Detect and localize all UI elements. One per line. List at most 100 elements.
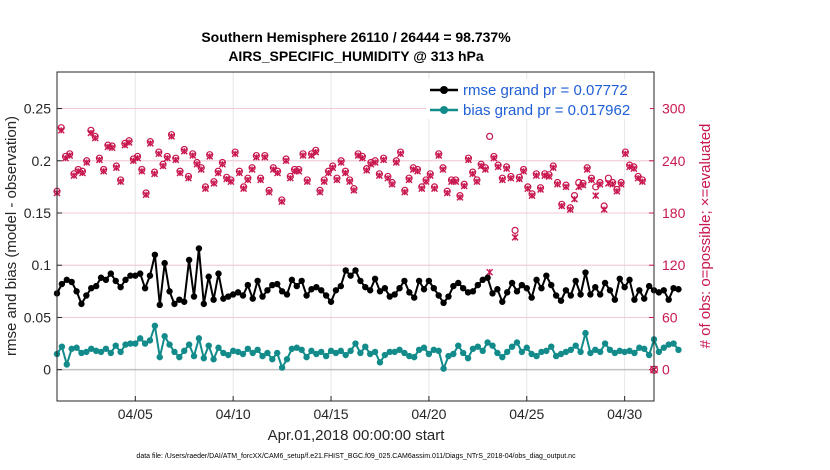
bias-point — [127, 340, 134, 347]
bias-point — [68, 345, 75, 352]
obs-evaluated-marker — [138, 167, 146, 175]
rmse-point — [636, 287, 643, 294]
bias-point — [274, 349, 281, 357]
right-y-tick-label: 180 — [662, 205, 686, 221]
x-axis-label: Apr.01,2018 00:00:00 start — [268, 427, 446, 444]
bias-point — [508, 343, 516, 350]
rmse-point — [376, 288, 384, 295]
rmse-point — [181, 298, 188, 305]
obs-evaluated-marker — [121, 141, 129, 149]
bias-point — [107, 349, 115, 357]
obs-evaluated-marker — [558, 202, 566, 210]
rmse-point — [141, 285, 149, 292]
bias-point — [572, 342, 579, 349]
rmse-point — [176, 296, 183, 303]
rmse-point — [401, 277, 408, 285]
bias-point — [675, 346, 682, 354]
bias-point — [636, 344, 643, 351]
rmse-point — [494, 286, 501, 293]
obs-evaluated-marker — [78, 169, 86, 177]
rmse-point — [283, 291, 291, 298]
obs-evaluated-marker — [125, 139, 133, 146]
bias-point — [577, 348, 584, 356]
bias-point — [215, 344, 222, 351]
bias-point — [415, 346, 423, 354]
bias-point — [401, 349, 408, 357]
rmse-point — [264, 287, 271, 294]
obs-evaluated-marker — [159, 162, 167, 170]
rmse-point — [156, 301, 163, 309]
rmse-point — [626, 276, 633, 284]
obs-evaluated-marker — [498, 176, 506, 184]
bias-point — [342, 351, 349, 359]
obs-evaluated-marker — [320, 178, 328, 186]
bias-point — [318, 348, 325, 356]
rmse-point — [313, 283, 320, 291]
obs-evaluated-marker — [61, 154, 69, 162]
bias-point — [616, 347, 623, 355]
obs-evaluated-marker — [112, 164, 120, 172]
obs-evaluated-marker — [146, 139, 154, 147]
obs-evaluated-marker — [129, 157, 137, 165]
rmse-point — [415, 277, 423, 285]
bias-point — [362, 343, 369, 350]
bias-point — [523, 344, 530, 351]
rmse-point — [508, 279, 516, 287]
rmse-series — [53, 245, 682, 309]
bias-point — [58, 343, 66, 350]
bias-point — [494, 349, 501, 357]
rmse-point — [420, 286, 428, 293]
bias-point — [489, 342, 496, 349]
bias-point — [552, 352, 560, 360]
obs-evaluated-marker — [532, 172, 540, 180]
x-tick-label: 04/15 — [314, 406, 349, 422]
rmse-point — [499, 298, 506, 305]
bias-point — [606, 346, 614, 354]
obs-possible-marker — [486, 132, 494, 141]
bias-point — [229, 347, 237, 355]
rmse-point — [406, 289, 413, 296]
obs-evaluated-marker — [418, 185, 426, 193]
bias-point — [435, 347, 442, 355]
bias-point — [102, 345, 110, 352]
obs-evaluated-marker — [371, 159, 379, 167]
rmse-point — [381, 285, 389, 292]
bias-point — [313, 350, 320, 358]
bias-point — [538, 348, 545, 356]
bias-point — [567, 346, 575, 354]
rmse-point — [469, 288, 477, 295]
obs-evaluated-marker — [252, 153, 260, 161]
rmse-point — [215, 270, 222, 277]
rmse-point — [318, 287, 325, 294]
rmse-point — [445, 293, 452, 300]
bias-point — [337, 347, 345, 355]
legend-bias-marker — [440, 106, 448, 114]
obs-evaluated-marker — [600, 206, 608, 214]
bias-point — [425, 350, 433, 358]
obs-evaluated-marker — [57, 126, 65, 134]
rmse-point — [552, 292, 560, 299]
rmse-point — [391, 291, 398, 298]
obs-evaluated-marker — [503, 165, 511, 173]
rmse-point — [357, 277, 364, 285]
obs-evaluated-marker — [286, 174, 294, 182]
bias-point — [611, 349, 619, 357]
rmse-point — [675, 286, 682, 293]
left-y-tick-label: 0.1 — [32, 257, 52, 273]
bias-point — [376, 359, 384, 366]
rmse-point — [396, 285, 403, 292]
bias-point — [528, 350, 535, 358]
bias-point — [587, 349, 594, 357]
rmse-point — [102, 276, 110, 284]
rmse-point — [249, 295, 256, 302]
obs-evaluated-marker — [388, 180, 396, 188]
bias-point — [181, 347, 188, 355]
obs-evaluated-marker — [460, 182, 468, 190]
rmse-point — [195, 245, 203, 252]
rmse-point — [371, 275, 379, 282]
bias-point — [411, 353, 418, 361]
obs-evaluated-marker — [566, 206, 574, 214]
obs-evaluated-marker — [409, 165, 417, 173]
obs-evaluated-marker — [295, 167, 303, 175]
obs-evaluated-marker — [626, 163, 634, 171]
